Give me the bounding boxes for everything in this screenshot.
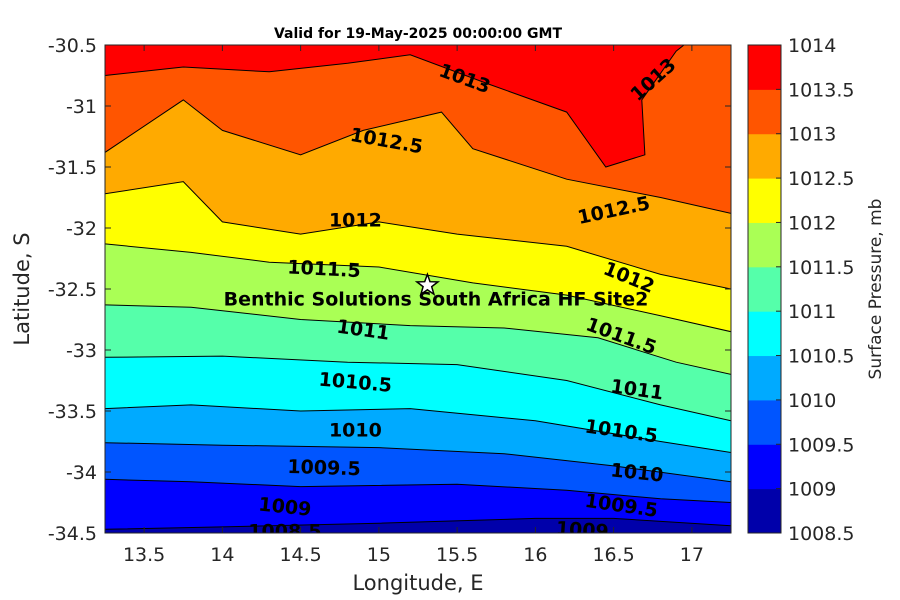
contour-label: 1010: [610, 459, 665, 486]
y-tick-label: -32: [66, 218, 97, 240]
x-tick-label: 16: [523, 544, 547, 566]
contour-label: 1009: [555, 518, 609, 544]
contour-label: 1011.5: [287, 256, 361, 282]
contour-label: 1009: [257, 493, 312, 520]
colorbar-swatch: [748, 266, 781, 312]
colorbar-tick-label: 1012.5: [788, 168, 854, 190]
y-tick-label: -34: [66, 462, 97, 484]
y-tick-label: -30.5: [48, 35, 97, 57]
colorbar-swatch: [748, 444, 781, 490]
colorbar-tick-label: 1010.5: [788, 346, 854, 368]
x-tick-label: 14.5: [279, 544, 321, 566]
x-tick-label: 13.5: [123, 544, 165, 566]
colorbar-swatch: [748, 488, 781, 534]
colorbar-tick-label: 1009.5: [788, 434, 854, 456]
x-tick-label: 17: [680, 544, 704, 566]
x-tick-label: 16.5: [592, 544, 634, 566]
x-tick-label: 15.5: [436, 544, 478, 566]
contour-fill-layer: [105, 45, 731, 533]
x-axis-ticks: 13.5 14 14.5 15 15.5 16 16.5 17: [123, 45, 704, 566]
y-axis-ticks: -30.5 -31 -31.5 -32 -32.5 -33 -33.5 -34 -34.5: [48, 35, 731, 545]
contour-line-1012.5: [105, 99, 731, 214]
y-tick-label: -33: [66, 340, 97, 362]
contour-label: 1009.5: [287, 456, 361, 481]
contour-line-1012: [105, 181, 731, 290]
colorbar-swatch: [748, 89, 781, 135]
pressure-band-1013: [105, 45, 684, 167]
colorbar-tick-label: 1011: [788, 301, 836, 323]
colorbar: 1014 1013.5 1013 1012.5 1012 1011.5 1011 1010.5…: [747, 35, 854, 545]
y-tick-label: -34.5: [48, 523, 97, 545]
colorbar-tick-label: 1013: [788, 124, 836, 146]
site-label: Benthic Solutions South Africa HF Site2: [224, 288, 649, 310]
contour-label: 1008.5: [248, 521, 321, 543]
colorbar-swatch: [748, 133, 781, 179]
colorbar-tick-label: 1008.5: [788, 523, 854, 545]
star-icon: [414, 272, 441, 296]
y-axis-label: Latitude, S: [10, 232, 34, 345]
colorbar-tick-label: 1010: [788, 390, 836, 412]
colorbar-tick-label: 1013.5: [788, 79, 854, 101]
colorbar-label: Surface Pressure, mb: [866, 199, 886, 380]
y-tick-label: -31.5: [48, 157, 97, 179]
contour-line-1009: [105, 478, 731, 503]
y-tick-label: -32.5: [48, 279, 97, 301]
x-tick-label: 14: [210, 544, 234, 566]
colorbar-tick-label: 1014: [788, 35, 836, 57]
y-tick-label: -31: [66, 96, 97, 118]
x-tick-label: 15: [367, 544, 391, 566]
colorbar-swatch: [748, 355, 781, 401]
contour-label: 1010: [329, 419, 382, 441]
colorbar-swatch: [748, 311, 781, 357]
colorbar-swatch: [748, 222, 781, 268]
colorbar-swatch: [748, 178, 781, 223]
contour-line-1010: [105, 404, 731, 453]
x-axis-label: Longitude, E: [352, 571, 483, 595]
y-tick-label: -33.5: [48, 401, 97, 423]
colorbar-tick-label: 1011.5: [788, 257, 854, 279]
contour-line-1013: [105, 45, 685, 168]
colorbar-tick-label: 1012: [788, 212, 836, 234]
contour-line-1010.5: [105, 355, 731, 422]
colorbar-swatch: [748, 45, 781, 90]
chart-title: Valid for 19-May-2025 00:00:00 GMT: [274, 26, 562, 42]
colorbar-swatch: [748, 399, 781, 445]
colorbar-tick-label: 1009: [788, 479, 836, 501]
contour-line-1011.5: [105, 243, 731, 333]
contour-line-layer: [105, 45, 731, 530]
contour-line-1009.5: [105, 442, 731, 483]
contour-line-1008.5: [105, 517, 731, 530]
contour-line-1011: [105, 304, 731, 375]
colorbar-frame: [747, 44, 782, 534]
site-layer: Benthic Solutions South Africa HF Site2: [224, 272, 649, 310]
contour-label: 1012: [329, 209, 382, 231]
